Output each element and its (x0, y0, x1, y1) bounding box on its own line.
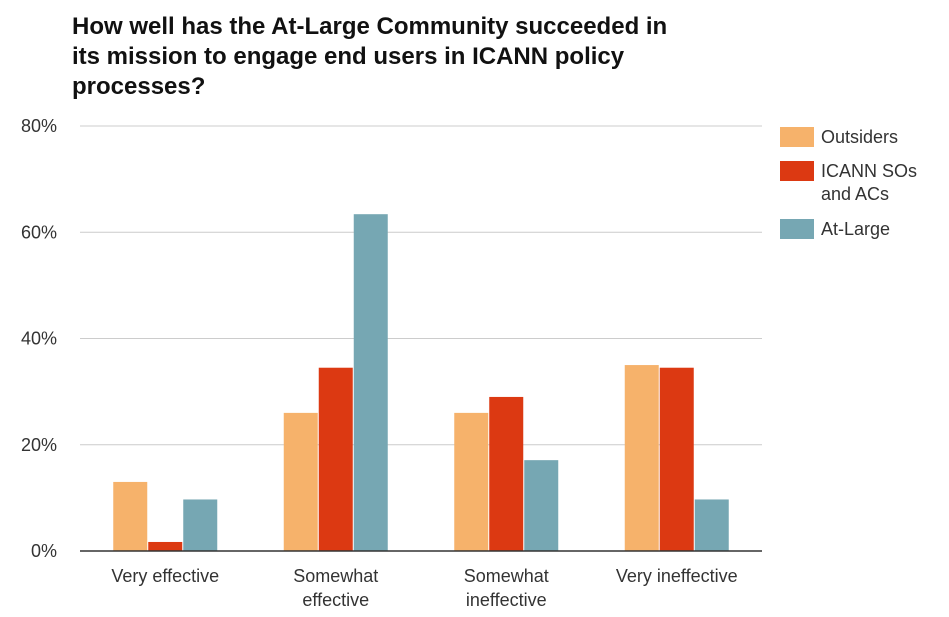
legend-swatch (780, 127, 814, 147)
y-tick-label: 20% (21, 435, 57, 455)
x-tick-label: Somewhat effective (293, 566, 378, 610)
bar (318, 367, 353, 551)
y-tick-label: 60% (21, 222, 57, 242)
bar (659, 367, 694, 551)
y-tick-label: 0% (31, 541, 57, 561)
legend-label: Outsiders (821, 127, 898, 147)
bar (113, 481, 148, 551)
legend-label: At-Large (821, 219, 890, 239)
bar (353, 214, 388, 551)
chart-title: How well has the At-Large Community succ… (72, 13, 667, 100)
legend-item: At-Large (780, 219, 890, 239)
x-axis-labels: Very effective Somewhat effective Somewhat i… (111, 566, 737, 610)
chart-title-line: How well has the At-Large Community succ… (72, 13, 667, 40)
bar (624, 365, 659, 551)
bar (694, 499, 729, 551)
bar (148, 541, 183, 551)
legend-label: ICANN SOs and ACs (821, 161, 917, 204)
x-tick-label: Somewhat ineffective (464, 566, 549, 610)
chart-title-line: its mission to engage end users in ICANN… (72, 43, 625, 70)
legend: Outsiders ICANN SOs and ACs At-Large (780, 127, 917, 239)
bar (489, 396, 524, 551)
y-axis-ticks: 0% 20% 40% 60% 80% (21, 116, 57, 561)
legend-item: Outsiders (780, 127, 898, 147)
y-tick-label: 40% (21, 329, 57, 349)
bar (183, 499, 218, 551)
bar (454, 412, 489, 551)
gridlines (80, 125, 762, 446)
legend-swatch (780, 219, 814, 239)
x-tick-label: Very ineffective (616, 566, 738, 586)
chart-title-line: processes? (72, 73, 205, 100)
y-tick-label: 80% (21, 116, 57, 136)
bars (113, 214, 729, 551)
legend-item: ICANN SOs and ACs (780, 161, 917, 204)
legend-swatch (780, 161, 814, 181)
bar (524, 460, 559, 551)
x-tick-label: Very effective (111, 566, 219, 586)
bar (283, 412, 318, 551)
